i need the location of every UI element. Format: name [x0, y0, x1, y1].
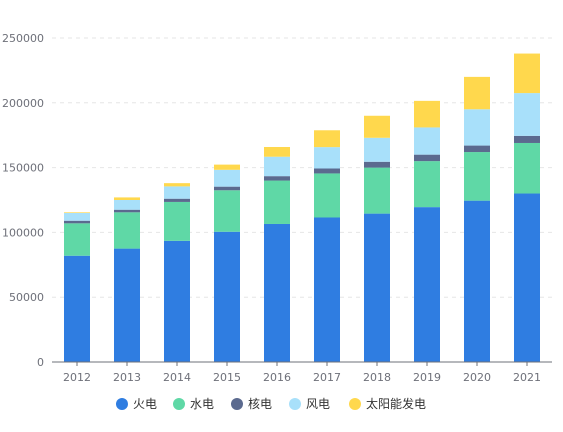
legend-item[interactable]: 水电: [173, 397, 214, 411]
x-tick-label: 2020: [463, 371, 491, 384]
bar-segment: [264, 176, 290, 181]
bar-segment: [364, 137, 390, 162]
y-tick-label: 50000: [9, 291, 44, 304]
bar-segment: [314, 173, 340, 218]
legend: 火电 水电 核电 风电 太阳能发电: [116, 396, 426, 411]
bar-segment: [64, 220, 90, 224]
bar-segment: [64, 212, 90, 213]
y-tick-label: 200000: [2, 97, 44, 110]
legend-label: 核电: [248, 397, 272, 411]
legend-marker: [349, 398, 361, 410]
legend-marker: [116, 398, 128, 410]
bar-segment: [114, 212, 140, 249]
x-tick-label: 2021: [513, 371, 541, 384]
bars: [64, 53, 540, 362]
bar-segment: [314, 147, 340, 169]
legend-marker: [289, 398, 301, 410]
bar-segment: [514, 93, 540, 136]
bar-segment: [364, 161, 390, 168]
legend-label: 太阳能发电: [366, 396, 426, 411]
axes: 0 50000 100000 150000 200000 250000 2012 2013 20…: [2, 32, 552, 384]
bar-segment: [364, 213, 390, 362]
legend-label: 风电: [306, 397, 330, 411]
legend-item[interactable]: 太阳能发电: [349, 396, 426, 411]
bar-segment: [464, 145, 490, 153]
bar-segment: [514, 193, 540, 362]
bar-segment: [314, 130, 340, 148]
bar-segment: [114, 200, 140, 210]
bar-segment: [164, 186, 190, 199]
x-tick-label: 2015: [213, 371, 241, 384]
bar-segment: [114, 197, 140, 200]
legend-marker: [231, 398, 243, 410]
y-tick-label: 150000: [2, 162, 44, 175]
bar-segment: [364, 115, 390, 138]
bar-segment: [414, 100, 440, 128]
bar-segment: [314, 217, 340, 362]
bar-segment: [64, 212, 90, 221]
bar-segment: [464, 152, 490, 201]
x-tick-label: 2013: [113, 371, 141, 384]
bar-segment: [114, 248, 140, 362]
bar-segment: [164, 183, 190, 187]
bar-segment: [514, 142, 540, 194]
bar-segment: [164, 240, 190, 362]
bar-segment: [464, 200, 490, 362]
bar-segment: [214, 231, 240, 362]
bar-segment: [414, 207, 440, 362]
y-tick-label: 100000: [2, 226, 44, 239]
legend-item[interactable]: 风电: [289, 397, 330, 411]
bar-segment: [464, 76, 490, 110]
bar-segment: [64, 255, 90, 362]
x-tick-label: 2018: [363, 371, 391, 384]
bar-segment: [264, 180, 290, 224]
bar-segment: [214, 169, 240, 187]
x-tick-label: 2019: [413, 371, 441, 384]
legend-item[interactable]: 核电: [231, 397, 272, 411]
legend-label: 火电: [133, 397, 157, 411]
x-tick-label: 2017: [313, 371, 341, 384]
bar-segment: [514, 53, 540, 94]
bar-segment: [364, 167, 390, 214]
bar-segment: [214, 190, 240, 232]
bar-segment: [214, 186, 240, 191]
legend-label: 水电: [190, 397, 214, 411]
bar-segment: [164, 201, 190, 241]
bar-segment: [414, 154, 440, 162]
x-tick-label: 2012: [63, 371, 91, 384]
bar-segment: [214, 164, 240, 170]
bar-segment: [264, 156, 290, 177]
bar-segment: [514, 135, 540, 143]
bar-segment: [464, 109, 490, 146]
legend-item[interactable]: 火电: [116, 397, 157, 411]
bar-segment: [414, 127, 440, 155]
bar-segment: [414, 161, 440, 208]
bar-segment: [264, 146, 290, 157]
x-tick-label: 2014: [163, 371, 191, 384]
y-tick-label: 250000: [2, 32, 44, 45]
y-tick-label: 0: [37, 356, 44, 369]
bar-segment: [64, 223, 90, 256]
x-tick-label: 2016: [263, 371, 291, 384]
bar-segment: [114, 209, 140, 213]
bar-segment: [314, 168, 340, 174]
bar-segment: [264, 223, 290, 362]
bar-segment: [164, 198, 190, 202]
legend-marker: [173, 398, 185, 410]
